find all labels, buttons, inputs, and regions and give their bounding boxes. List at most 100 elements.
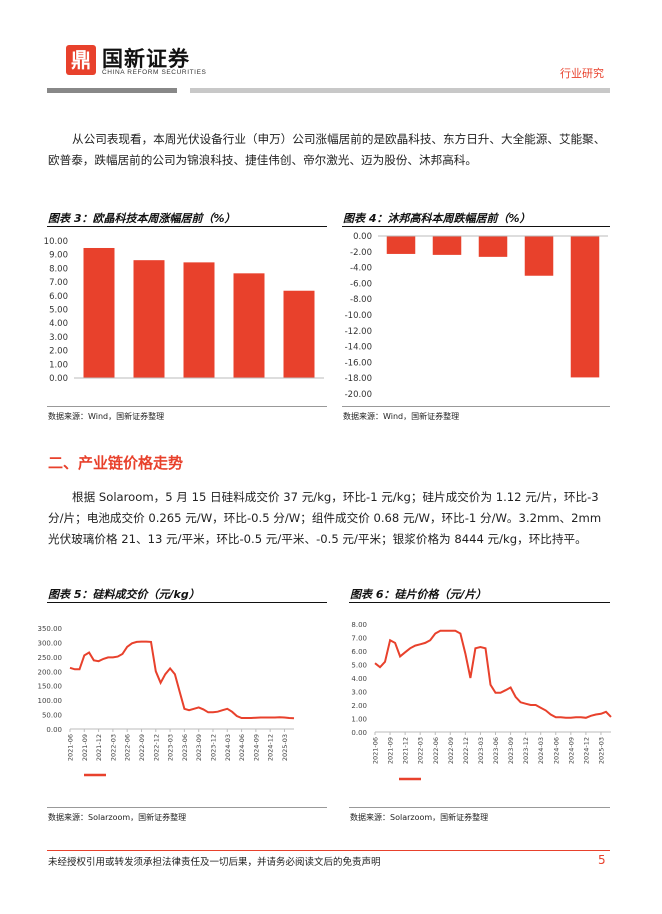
bar <box>478 236 508 257</box>
bar <box>183 262 215 378</box>
y-tick-label: 4.00 <box>351 675 367 683</box>
x-tick-label: 2023-12 <box>209 734 217 761</box>
x-tick-label: 2024-03 <box>224 734 232 761</box>
y-tick-label: 8.00 <box>351 621 367 629</box>
fig5-title: 图表 5：硅料成交价（元/kg） <box>48 588 200 601</box>
y-tick-label: 10.00 <box>44 237 68 247</box>
x-tick-label: 2025-03 <box>281 734 289 761</box>
x-tick-label: 2021-12 <box>402 737 410 764</box>
x-tick-label: 2024-12 <box>267 734 275 761</box>
y-tick-label: 50.00 <box>42 712 62 720</box>
y-tick-label: 9.00 <box>49 251 68 261</box>
section-paragraph: 根据 Solaroom，5 月 15 日硅料成交价 37 元/kg，环比-1 元… <box>48 487 610 550</box>
x-tick-label: 2022-06 <box>124 734 132 761</box>
x-tick-label: 2023-09 <box>195 734 203 761</box>
y-tick-label: -10.00 <box>345 311 372 321</box>
fig3-chart: 0.00 1.00 2.00 3.00 4.00 5.00 6.00 7.00 8.00 9.00… <box>44 237 324 384</box>
x-tick-label: 2023-03 <box>477 737 485 764</box>
y-tick-label: -4.00 <box>350 264 372 274</box>
fig6-title: 图表 6：硅片价格（元/片） <box>350 588 487 601</box>
y-tick-label: 100.00 <box>38 697 62 705</box>
fig6-source: 数据来源：Solarzoom，国新证券整理 <box>350 813 489 822</box>
fig5-source: 数据来源：Solarzoom，国新证券整理 <box>48 813 187 822</box>
section-text: 根据 Solaroom，5 月 15 日硅料成交价 37 元/kg，环比-1 元… <box>48 490 602 546</box>
y-tick-label: 0.00 <box>46 726 62 734</box>
fig4-bottom-rule <box>342 406 610 407</box>
fig6-top-rule <box>349 602 610 603</box>
bar <box>570 236 600 378</box>
x-tick-label: 2022-12 <box>152 734 160 761</box>
x-tick-label: 2021-06 <box>372 737 380 764</box>
y-tick-label: -18.00 <box>345 374 372 384</box>
y-tick-label: -16.00 <box>345 358 372 368</box>
fig5-top-rule <box>47 602 327 603</box>
x-tick-label: 2024-12 <box>582 737 590 764</box>
y-tick-label: 6.00 <box>49 292 68 302</box>
report-type-label: 行业研究 <box>560 67 604 80</box>
company-logo-icon: 鼎 <box>66 45 96 75</box>
company-name-cn: 国新证券 <box>102 47 190 71</box>
x-tick-label: 2024-06 <box>552 737 560 764</box>
y-tick-label: 2.00 <box>351 702 367 710</box>
y-tick-label: -2.00 <box>350 248 372 258</box>
intro-paragraph: 从公司表现看，本周光伏设备行业（申万）公司涨幅居前的是欧晶科技、东方日升、大全能… <box>48 129 610 171</box>
y-tick-label: 2.00 <box>49 347 68 357</box>
y-tick-label: 8.00 <box>49 264 68 274</box>
fig4-chart: 0.00 -2.00 -4.00 -6.00 -8.00 -10.00 -12.00 -14.… <box>345 232 608 400</box>
section-heading: 二、产业链价格走势 <box>48 454 184 472</box>
y-tick-label: 200.00 <box>38 668 62 676</box>
bar <box>133 260 165 378</box>
y-tick-label: 3.00 <box>351 689 367 697</box>
x-tick-label: 2021-12 <box>95 734 103 761</box>
y-tick-label: 0.00 <box>49 374 68 384</box>
x-tick-label: 2024-03 <box>537 737 545 764</box>
x-tick-label: 2021-09 <box>387 737 395 764</box>
bar <box>233 273 265 378</box>
price-line <box>374 629 612 719</box>
x-tick-label: 2023-06 <box>492 737 500 764</box>
x-tick-label: 2024-09 <box>252 734 260 761</box>
y-tick-label: -8.00 <box>350 295 372 305</box>
y-tick-label: 1.00 <box>49 360 68 370</box>
fig3-bottom-rule <box>47 406 327 407</box>
company-name-en: CHINA REFORM SECURITIES <box>102 69 207 76</box>
y-tick-label: -12.00 <box>345 327 372 337</box>
footer-disclaimer: 未经授权引用或转发须承担法律责任及一切后果，并请务必阅读文后的免责声明 <box>48 857 381 868</box>
x-tick-label: 2021-09 <box>81 734 89 761</box>
bar <box>524 236 554 276</box>
x-tick-label: 2023-09 <box>507 737 515 764</box>
y-tick-label: -6.00 <box>350 279 372 289</box>
x-tick-label: 2021-06 <box>67 734 75 761</box>
x-tick-label: 2023-03 <box>167 734 175 761</box>
bar <box>386 236 416 254</box>
y-tick-label: 6.00 <box>351 648 367 656</box>
fig3-title: 图表 3：欧晶科技本周涨幅居前（%） <box>48 212 236 225</box>
y-tick-label: -14.00 <box>345 343 372 353</box>
y-tick-label: 5.00 <box>49 306 68 316</box>
y-tick-label: 300.00 <box>38 639 62 647</box>
y-tick-label: 350.00 <box>38 625 62 633</box>
x-tick-label: 2023-12 <box>522 737 530 764</box>
y-tick-label: 0.00 <box>353 232 372 242</box>
page-number: 5 <box>598 853 606 867</box>
bar <box>432 236 462 255</box>
x-tick-label: 2022-09 <box>447 737 455 764</box>
y-tick-label: 7.00 <box>49 278 68 288</box>
x-tick-label: 2022-09 <box>138 734 146 761</box>
bar <box>83 247 115 378</box>
x-tick-label: 2022-06 <box>432 737 440 764</box>
x-tick-label: 2022-03 <box>417 737 425 764</box>
y-tick-label: 150.00 <box>38 683 62 691</box>
bar <box>283 290 315 378</box>
fig3-top-rule <box>47 226 327 227</box>
x-tick-label: 2022-03 <box>109 734 117 761</box>
y-tick-label: 4.00 <box>49 319 68 329</box>
y-tick-label: 5.00 <box>351 662 367 670</box>
header-divider-light <box>190 88 610 93</box>
fig4-top-rule <box>342 226 610 227</box>
y-tick-label: -20.00 <box>345 390 372 400</box>
y-tick-label: 3.00 <box>49 333 68 343</box>
fig6-chart: 0.00 1.00 2.00 3.00 4.00 5.00 6.00 7.00 8.00 2021… <box>351 621 612 781</box>
fig4-source: 数据来源：Wind，国新证券整理 <box>343 412 460 421</box>
x-tick-label: 2024-06 <box>238 734 246 761</box>
